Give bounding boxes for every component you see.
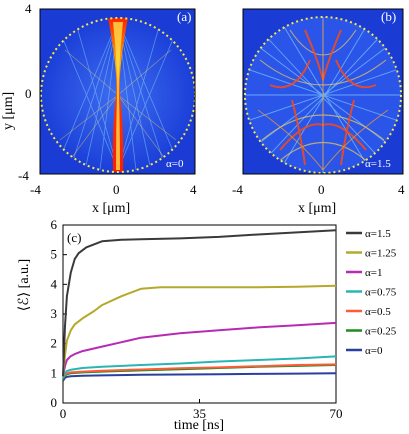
panel-a-label: (a) <box>177 9 191 24</box>
legend-entry: α=1 <box>365 267 382 279</box>
chart-ytick-label: 0 <box>51 395 58 410</box>
chart-ytick-label: 3 <box>51 306 58 321</box>
chart-ytick-label: 1 <box>51 365 58 380</box>
legend-entry: α=0.25 <box>365 326 397 338</box>
chart-panel-label: (c) <box>67 230 81 245</box>
panel-a-xtick-right: 4 <box>190 182 197 197</box>
chart-series-line <box>62 321 337 377</box>
panel-b-xtick-left: -4 <box>232 182 243 197</box>
panel-b-boundary <box>244 16 402 174</box>
panel-a-ytick-bottom: -4 <box>18 168 29 183</box>
panel-b-xtick-right: 4 <box>398 182 405 197</box>
chart-series-line <box>62 284 337 377</box>
panel-b-alpha: α=1.5 <box>365 158 391 170</box>
chart-xtick-label: 70 <box>330 406 343 421</box>
chart-ytick-label: 6 <box>51 217 58 232</box>
panel-b-label: (b) <box>381 9 396 24</box>
panel-a-xtick-left: -4 <box>30 182 41 197</box>
panel-b-xtick-mid: 0 <box>318 182 325 197</box>
legend-entry: α=0.5 <box>365 306 391 318</box>
panel-a-alpha: α=0 <box>166 158 184 170</box>
panel-b-field-pattern <box>245 17 401 173</box>
chart-legend: α=1.5 α=1.25 α=1 α=0.75 α=0.5 α=0.25 α=0 <box>346 228 397 357</box>
chart-ytick-label: 5 <box>51 247 58 262</box>
chart-x-ticks: 0 35 70 <box>60 399 343 421</box>
chart-xlabel: time [ns] <box>174 418 224 433</box>
chart-series-lines <box>62 229 337 382</box>
panel-a-ylabel: y [μm] <box>1 92 16 130</box>
panel-a-ytick-top: 4 <box>25 1 32 16</box>
chart-series-line <box>62 363 337 379</box>
chart-series-line <box>62 372 337 382</box>
chart-xtick-label: 35 <box>193 406 206 421</box>
panel-b-xlabel: x [μm] <box>298 201 336 216</box>
panel-a-xtick-mid: 0 <box>113 182 120 197</box>
chart-xtick-label: 0 <box>60 406 67 421</box>
panel-a-xlabel: x [μm] <box>92 201 130 216</box>
panel-a-ytick-mid: 0 <box>25 86 32 101</box>
chart-series-line <box>62 355 337 379</box>
legend-entry: α=1.25 <box>365 248 397 260</box>
chart-ytick-label: 2 <box>51 336 58 351</box>
panel-b: (b) α=1.5 -4 0 4 x [μm] <box>232 8 405 216</box>
chart-y-ticks: 0 1 2 3 4 5 6 <box>51 217 67 410</box>
chart-series-line <box>62 229 337 377</box>
legend-entry: α=0 <box>365 345 383 357</box>
chart-ylabel: ⟨ℰ⟩ [a.u.] <box>17 259 32 311</box>
legend-entry: α=1.5 <box>365 228 391 240</box>
panel-a: (a) α=0 4 0 -4 y [μm] -4 0 4 x [μm] <box>1 1 197 216</box>
chart-ytick-label: 4 <box>51 276 58 291</box>
panel-a-field-pattern <box>41 18 195 172</box>
legend-entry: α=0.75 <box>365 287 397 299</box>
panel-c-chart: (c) 0 1 2 3 4 5 6 0 35 70 ⟨ℰ⟩ [a.u.] time [ns] α… <box>17 217 397 433</box>
